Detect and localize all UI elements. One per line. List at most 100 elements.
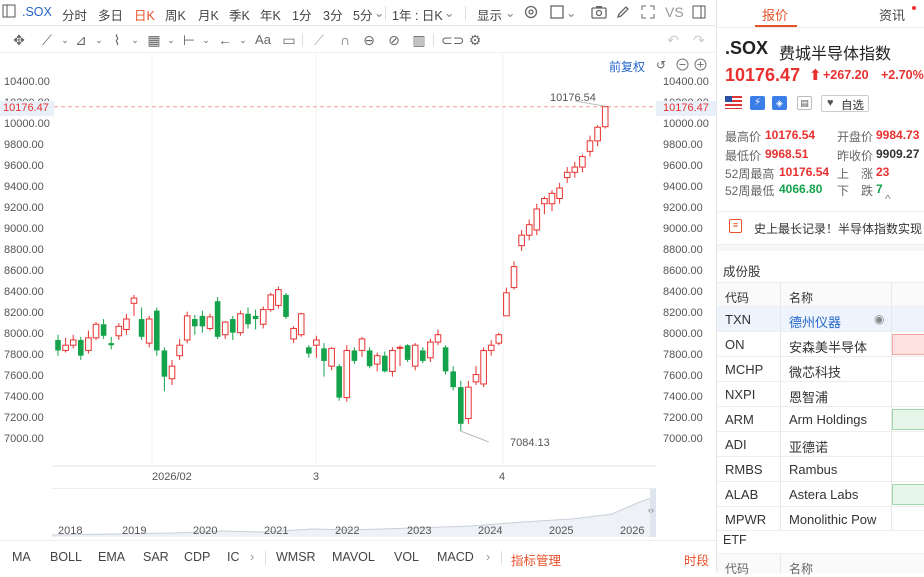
period-1min[interactable]: 1分 <box>292 9 312 23</box>
news-headline[interactable]: 史上最长记录！半导体指数实现 <box>754 222 923 236</box>
col-name[interactable]: 名称 <box>789 291 814 305</box>
constituent-row[interactable]: NXPI 恩智浦 <box>717 382 924 407</box>
constituent-row[interactable]: ARM Arm Holdings <box>717 407 924 432</box>
constituent-code: ADI <box>725 437 747 452</box>
hide-icon[interactable]: ⊘ <box>388 32 400 48</box>
period-weekly[interactable]: 周K <box>165 9 186 23</box>
settings-icon[interactable] <box>523 4 539 23</box>
period-monthly[interactable]: 月K <box>198 9 219 23</box>
lock-icon[interactable]: ⊖ <box>363 32 375 48</box>
indicator-vol[interactable]: VOL <box>394 550 420 564</box>
chevron-down-icon[interactable]: ⌄ <box>239 35 247 45</box>
trash-icon[interactable]: ▥ <box>412 32 426 48</box>
chevron-down-icon[interactable]: ⌄ <box>505 6 516 20</box>
constituent-row[interactable]: RMBS Rambus <box>717 457 924 482</box>
channel-icon[interactable]: ⊿ <box>75 32 87 48</box>
measure-icon[interactable]: ⊢ <box>182 32 196 48</box>
chevron-down-icon[interactable]: ⌄ <box>131 35 139 45</box>
constituent-row[interactable]: ALAB Astera Labs <box>717 482 924 507</box>
period-multiday[interactable]: 多日 <box>98 9 124 23</box>
navigator-area-chart[interactable] <box>52 489 656 537</box>
constituent-row[interactable]: MCHP 微芯科技 <box>717 357 924 382</box>
indicator-ic[interactable]: IC <box>227 550 240 564</box>
watchlist-button[interactable]: ♥ 自选 <box>821 95 869 112</box>
candle <box>525 219 533 241</box>
navigator-handle-icon[interactable]: ‹› <box>648 505 654 515</box>
text-tool-icon[interactable]: Aa <box>255 32 271 47</box>
tab-quote[interactable]: 报价 <box>762 8 789 23</box>
crosshair-move-icon[interactable]: ✥ <box>13 32 25 48</box>
period-5min[interactable]: 5分 <box>353 9 373 23</box>
magnet-icon[interactable]: ∩ <box>339 32 351 48</box>
indicator-sar[interactable]: SAR <box>143 550 169 564</box>
camera-icon[interactable] <box>591 5 607 22</box>
timeline-navigator[interactable]: ‹› 2018 2019 2020 2021 2022 2023 2024 20… <box>52 488 656 537</box>
period-3min[interactable]: 3分 <box>323 9 343 23</box>
indicator-cdp[interactable]: CDP <box>184 550 211 564</box>
eye-icon[interactable]: ◉ <box>874 312 885 326</box>
candle-body <box>382 355 388 372</box>
indicator-ema[interactable]: EMA <box>98 550 126 564</box>
fullscreen-icon[interactable] <box>641 5 655 22</box>
chevron-down-icon[interactable]: ⌄ <box>167 35 175 45</box>
chevron-down-icon[interactable]: ⌄ <box>95 35 103 45</box>
period-quarterly[interactable]: 季K <box>229 9 250 23</box>
period-daily[interactable]: 日K <box>134 9 155 23</box>
indicator-mavol[interactable]: MAVOL <box>332 550 375 564</box>
constituent-row[interactable]: MPWR Monolithic Pow <box>717 507 924 532</box>
current-price-tag-left-bg <box>0 101 54 116</box>
candle <box>541 196 548 215</box>
kline-chart[interactable]: 前复权 ↺ 10400.0010200.0010000.009800.00960… <box>0 54 716 488</box>
indicator-manage-button[interactable]: 指标管理 <box>511 554 562 568</box>
constituent-row[interactable]: ON 安森美半导体 <box>717 332 924 357</box>
chevron-down-icon[interactable]: ⌄ <box>566 6 577 20</box>
wave-icon[interactable]: ⌇ <box>113 32 121 48</box>
candlestick-plot[interactable] <box>0 54 716 488</box>
chevron-right-icon[interactable]: › <box>250 550 255 564</box>
fibonacci-icon[interactable]: ▦ <box>147 32 161 48</box>
comment-icon[interactable]: ▭ <box>282 32 296 48</box>
range-select[interactable]: 1年 : 日K <box>392 9 443 23</box>
chevron-down-icon[interactable]: ⌄ <box>444 6 455 20</box>
etf-col-name[interactable]: 名称 <box>789 562 814 576</box>
chevron-down-icon[interactable]: ⌄ <box>374 6 385 20</box>
symbol-label[interactable]: .SOX <box>22 5 52 19</box>
session-button[interactable]: 时段 <box>684 554 710 568</box>
constituent-row[interactable]: TXN 德州仪器 ◉ <box>717 307 924 332</box>
reset-icon[interactable]: ↺ <box>656 58 667 72</box>
zoom-out-icon[interactable] <box>676 58 689 74</box>
link-icon[interactable]: ⊂⊃ <box>441 32 465 48</box>
indicator-boll[interactable]: BOLL <box>50 550 82 564</box>
indicator-macd[interactable]: MACD <box>437 550 474 564</box>
chevron-right-icon[interactable]: › <box>486 550 491 564</box>
compare-button[interactable]: VS <box>665 4 684 20</box>
col-code[interactable]: 代码 <box>725 291 750 305</box>
period-minute[interactable]: 分时 <box>62 9 88 23</box>
arrow-left-icon[interactable]: ← <box>218 32 232 48</box>
tag-icon[interactable]: ◈ <box>772 96 787 110</box>
trendline-icon[interactable]: ⟋ <box>42 32 52 48</box>
etf-col-code[interactable]: 代码 <box>725 562 750 576</box>
sidebar-toggle-icon[interactable] <box>2 4 16 21</box>
note-icon[interactable]: ▤ <box>797 96 812 110</box>
ruler-icon[interactable]: ⟋ <box>314 32 324 48</box>
redo-icon[interactable]: ↷ <box>693 32 705 48</box>
draw-settings-icon[interactable]: ⚙ <box>468 32 482 48</box>
panel-toggle-icon[interactable] <box>692 5 706 22</box>
lightning-icon[interactable]: ⚡ <box>750 96 765 110</box>
period-yearly[interactable]: 年K <box>260 9 281 23</box>
adjust-mode-button[interactable]: 前复权 <box>609 60 646 74</box>
chevron-down-icon[interactable]: ⌄ <box>61 35 69 45</box>
tab-news[interactable]: 资讯 <box>879 8 906 23</box>
undo-icon[interactable]: ↶ <box>667 32 679 48</box>
chevron-down-icon[interactable]: ⌄ <box>202 35 210 45</box>
indicator-wmsr[interactable]: WMSR <box>276 550 316 564</box>
display-menu[interactable]: 显示 <box>477 9 503 23</box>
indicator-ma[interactable]: MA <box>12 550 31 564</box>
pencil-icon[interactable] <box>616 5 630 22</box>
chart-style-icon[interactable] <box>550 5 564 22</box>
zoom-in-icon[interactable] <box>694 58 707 74</box>
chevron-up-icon[interactable]: ^ <box>885 192 891 206</box>
constituent-row[interactable]: ADI 亚德诺 <box>717 432 924 457</box>
candle <box>115 323 123 340</box>
